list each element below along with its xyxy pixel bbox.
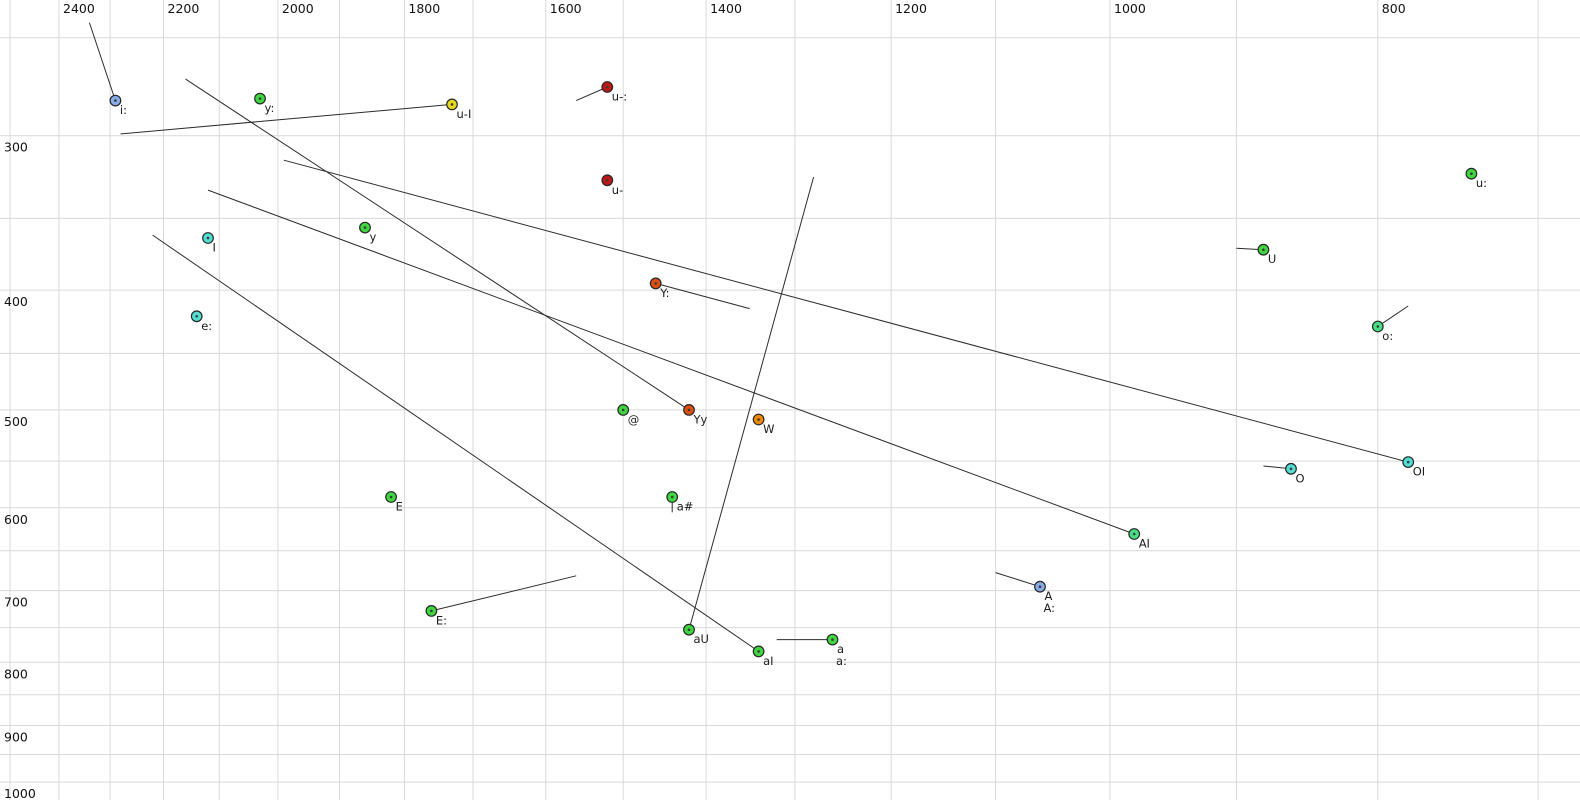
- x-tick-label: 1800: [408, 1, 440, 16]
- data-point-label: I: [213, 241, 216, 255]
- data-point-center-dot: [206, 236, 210, 240]
- trajectory-line: [185, 78, 690, 411]
- trajectory-line: [120, 103, 453, 135]
- trajectory-line: [207, 189, 1135, 535]
- data-point-center-dot: [757, 650, 760, 653]
- data-point-center-dot: [757, 418, 760, 421]
- trajectory-line: [688, 176, 815, 630]
- data-point-label: O: [1296, 471, 1305, 485]
- data-point-label: Yy: [693, 412, 708, 426]
- data-point-label: @: [628, 412, 640, 426]
- data-point-center-dot: [606, 85, 609, 89]
- y-tick-label: 1000: [4, 786, 36, 800]
- x-tick-label: 2200: [168, 1, 200, 16]
- y-tick-label: 600: [4, 512, 28, 527]
- data-point-center-dot: [621, 408, 625, 412]
- y-tick-label: 900: [4, 730, 28, 745]
- data-point-label: y:: [265, 101, 275, 115]
- trajectory-line: [655, 282, 750, 310]
- data-point-label: Y:: [659, 286, 669, 300]
- x-tick-label: 1000: [1114, 1, 1146, 16]
- data-point-label: u:: [1476, 176, 1487, 190]
- data-point-center-dot: [450, 103, 454, 106]
- data-point-label: e:: [201, 319, 212, 333]
- x-tick-label: 800: [1382, 1, 1406, 16]
- data-point-center-dot: [389, 495, 393, 499]
- y-tick-label: 500: [4, 414, 28, 429]
- data-point-label: W: [763, 422, 774, 436]
- data-point-center-dot: [114, 99, 117, 102]
- data-point-center-dot: [670, 495, 674, 499]
- data-point-label: U: [1268, 252, 1276, 266]
- trajectory-line: [995, 572, 1041, 588]
- trajectory-line: [431, 575, 577, 612]
- data-point-label: u-: [612, 183, 623, 197]
- y-tick-label: 400: [4, 294, 28, 309]
- data-point-label: a: [837, 642, 844, 656]
- data-point-label: E: [396, 500, 403, 514]
- x-tick-label: 1400: [710, 1, 742, 16]
- data-point-label: AI: [1139, 537, 1150, 551]
- data-point-center-dot: [258, 97, 262, 100]
- y-tick-label: 800: [4, 666, 28, 681]
- data-point-label: aI: [763, 654, 773, 668]
- trajectory-line: [283, 159, 1409, 463]
- trajectory-line: [88, 22, 116, 101]
- data-point-label: u-:: [612, 90, 627, 104]
- data-point-label: u-I: [457, 107, 472, 121]
- data-point-center-dot: [1132, 532, 1136, 536]
- data-point-secondary-label: a:: [836, 654, 847, 668]
- data-point-secondary-label: A:: [1044, 601, 1056, 615]
- data-point-center-dot: [363, 226, 367, 229]
- x-tick-label: 2400: [63, 1, 95, 16]
- data-point-center-dot: [687, 408, 691, 412]
- data-point-label: E:: [436, 613, 447, 627]
- y-tick-label: 700: [4, 595, 28, 610]
- data-point-center-dot: [1406, 460, 1410, 464]
- data-point-center-dot: [654, 282, 657, 285]
- data-point-center-dot: [195, 315, 198, 318]
- trajectory-line: [152, 234, 759, 652]
- data-point-center-dot: [1289, 467, 1293, 471]
- data-point-center-dot: [1262, 248, 1265, 251]
- data-point-center-dot: [606, 179, 609, 182]
- data-point-center-dot: [1376, 325, 1380, 328]
- data-point-center-dot: [1038, 585, 1042, 588]
- data-point-label: aU: [694, 632, 709, 646]
- x-tick-label: 1600: [550, 1, 582, 16]
- x-tick-label: 2000: [282, 1, 314, 16]
- data-point-label: i:: [120, 103, 127, 117]
- data-point-label: o:: [1382, 329, 1393, 343]
- y-tick-label: 300: [4, 140, 28, 155]
- data-point-label: A: [1045, 589, 1053, 603]
- data-point-center-dot: [1470, 172, 1473, 175]
- data-point-label: OI: [1413, 465, 1425, 479]
- x-tick-label: 1200: [895, 1, 927, 16]
- data-point-center-dot: [831, 638, 834, 641]
- data-point-label: a#: [677, 500, 694, 514]
- trajectory-line: [1377, 305, 1409, 327]
- data-point-label: y: [370, 230, 377, 244]
- data-point-center-dot: [687, 628, 691, 631]
- data-point-center-dot: [430, 609, 433, 613]
